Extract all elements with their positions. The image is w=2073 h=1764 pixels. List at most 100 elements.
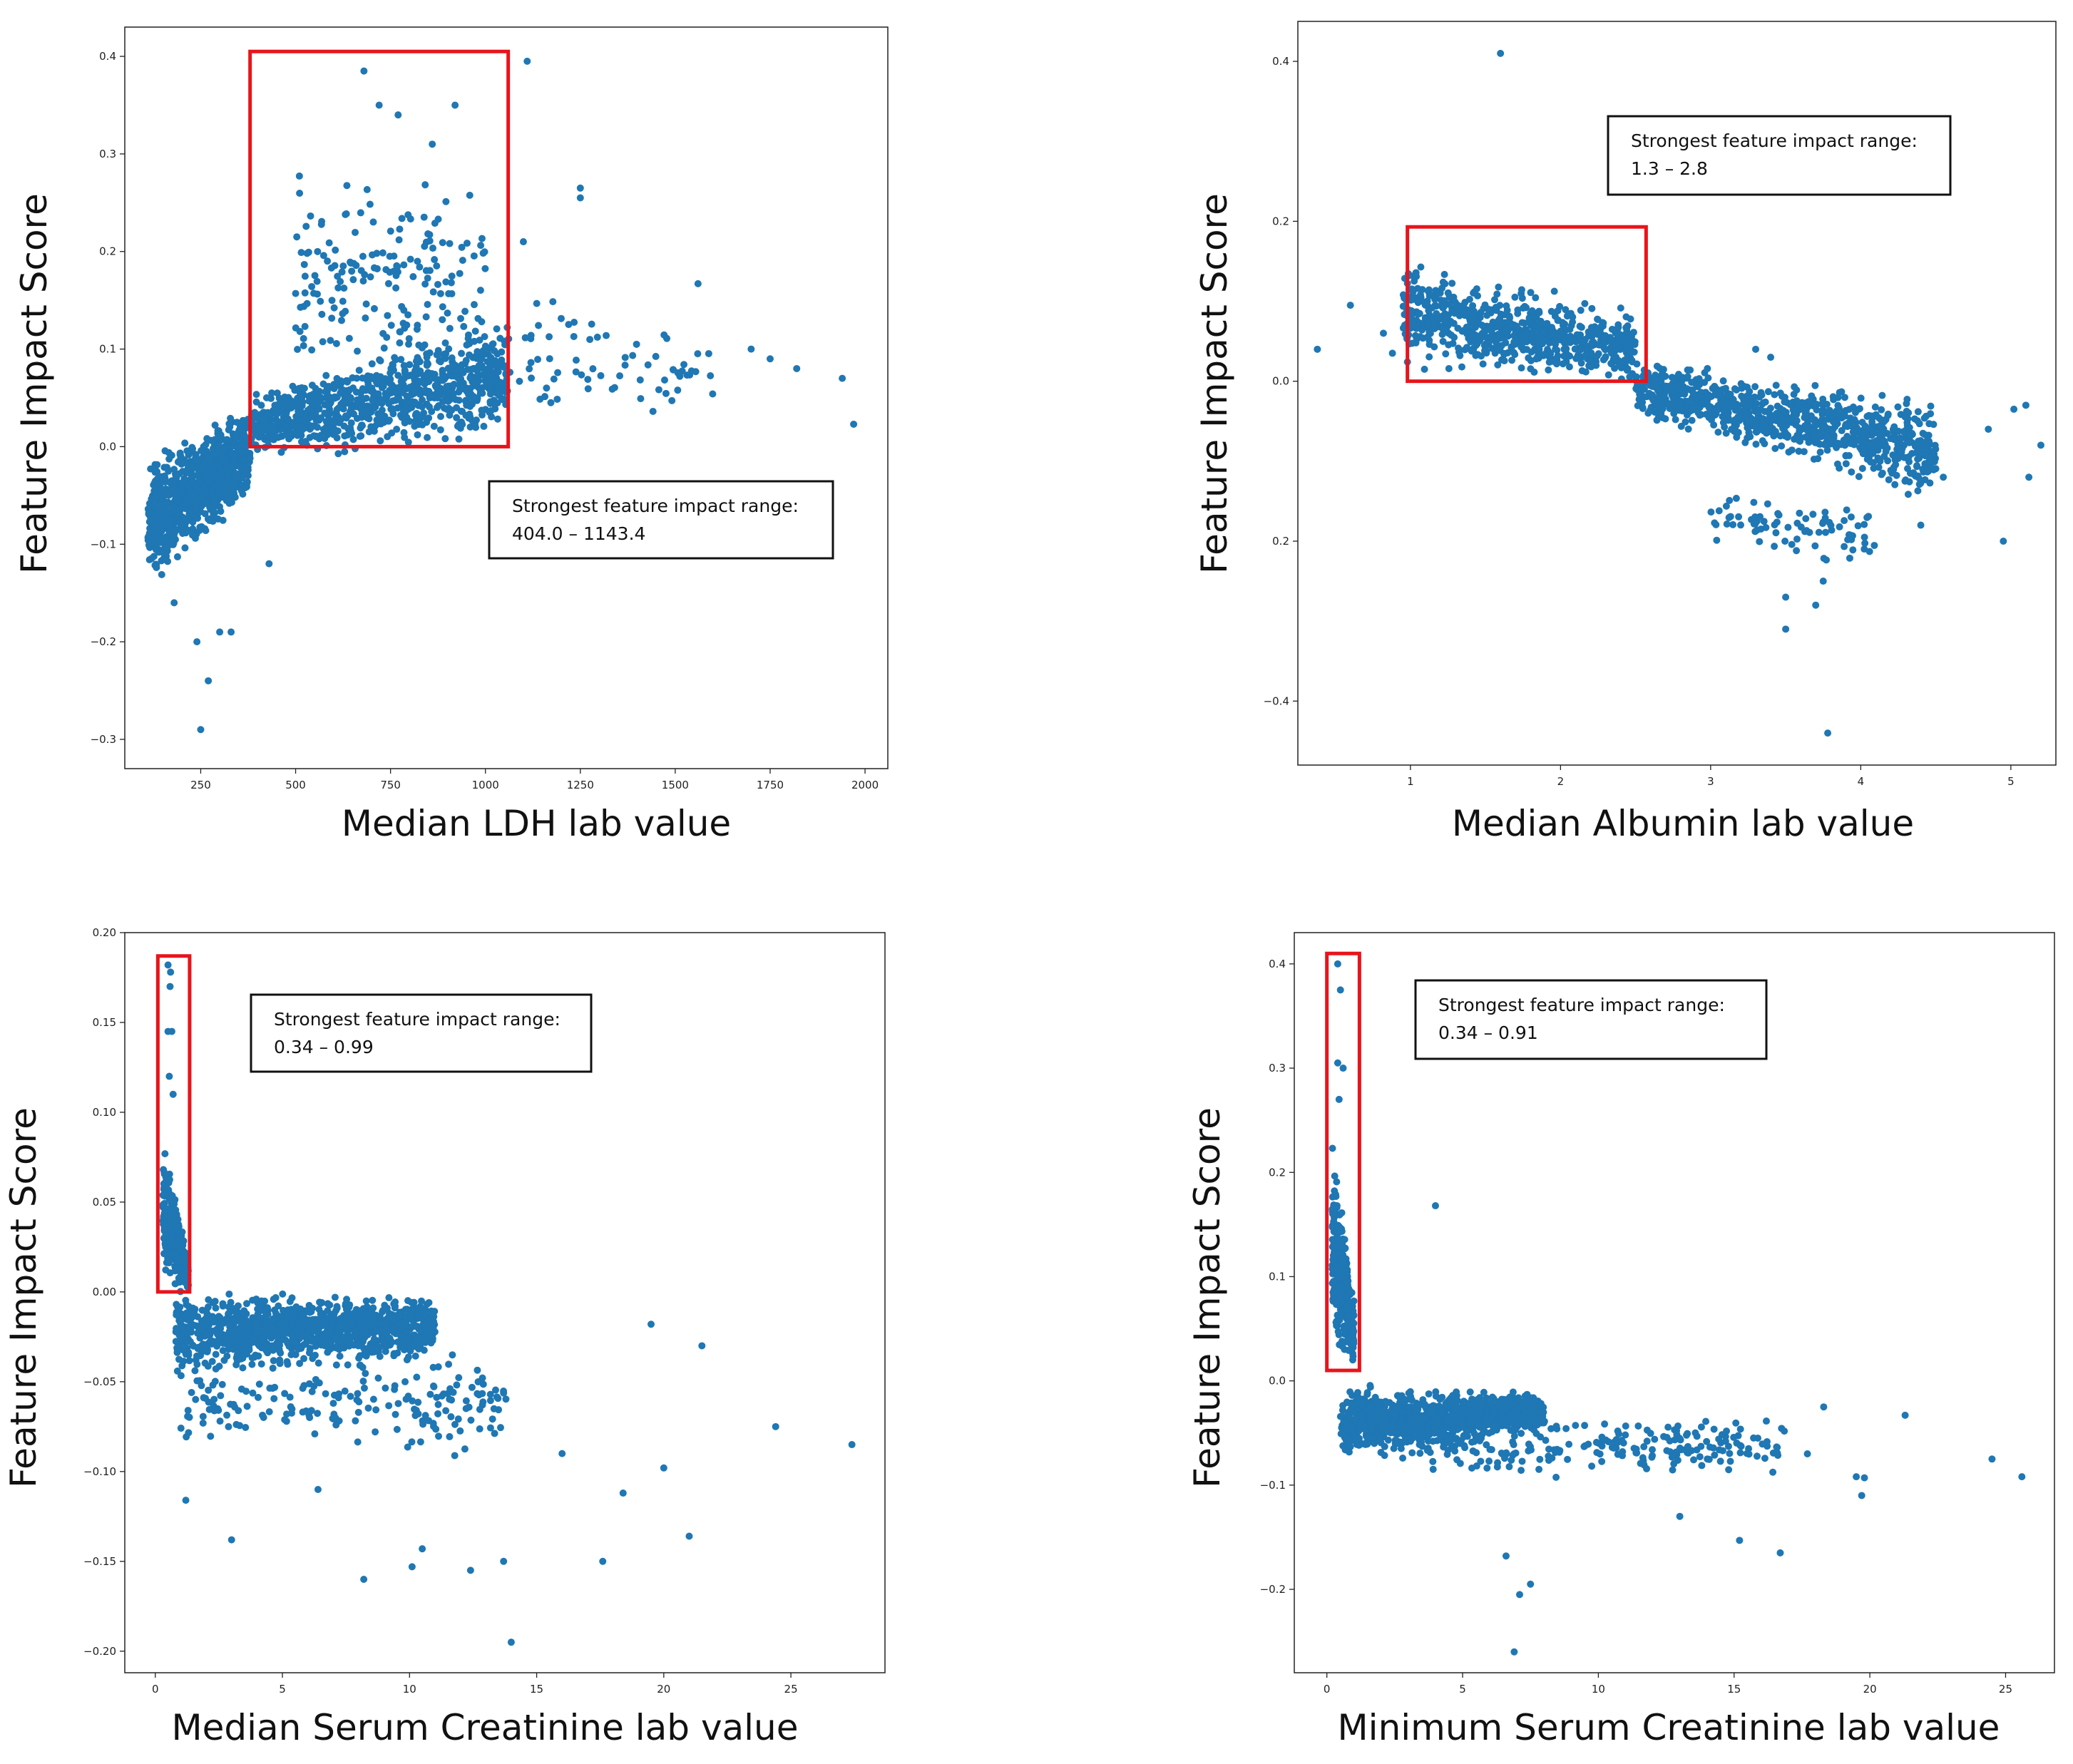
scatter-point [1869, 449, 1877, 457]
scatter-point [269, 1364, 277, 1372]
scatter-point [1929, 447, 1937, 455]
scatter-point [1871, 403, 1879, 411]
scatter-point [1572, 354, 1580, 362]
scatter-point [1739, 400, 1747, 408]
x-tick-label: 4 [1858, 775, 1865, 788]
scatter-point [534, 356, 542, 364]
x-tick-label: 1000 [472, 779, 499, 791]
scatter-point [404, 439, 412, 446]
scatter-point [160, 1185, 168, 1193]
scatter-point [683, 371, 691, 379]
scatter-point [272, 1294, 280, 1302]
scatter-point [177, 483, 185, 491]
x-tick-label: 5 [279, 1683, 286, 1696]
scatter-point [1561, 332, 1569, 340]
scatter-point [359, 252, 367, 260]
scatter-point [181, 544, 189, 552]
scatter-point [1860, 521, 1868, 528]
scatter-point [1748, 416, 1756, 424]
scatter-point [398, 414, 406, 421]
y-tick-label: −0.1 [91, 538, 116, 550]
y-tick-label: −0.4 [1264, 694, 1289, 707]
scatter-point [466, 374, 474, 382]
scatter-point [337, 416, 345, 424]
scatter-point [1850, 428, 1858, 436]
scatter-point [370, 264, 378, 272]
scatter-point [356, 432, 364, 440]
scatter-point [418, 344, 426, 352]
scatter-point [324, 424, 332, 432]
scatter-point [1809, 511, 1817, 518]
scatter-point [1790, 404, 1798, 412]
scatter-point [441, 375, 449, 383]
scatter-point [223, 482, 231, 490]
scatter-point [1726, 496, 1734, 504]
scatter-point [382, 1348, 389, 1355]
scatter-point [1781, 537, 1789, 545]
scatter-point [324, 257, 332, 265]
scatter-point [1784, 523, 1792, 531]
scatter-point [1774, 510, 1782, 518]
scatter-point [153, 563, 160, 571]
scatter-point [528, 374, 536, 382]
scatter-point [481, 333, 488, 341]
scatter-point [1433, 313, 1441, 321]
scatter-point [1674, 370, 1682, 378]
x-tick-label: 3 [1707, 775, 1714, 788]
plot-frame [124, 26, 889, 769]
scatter-point [1528, 307, 1536, 314]
scatter-point [1695, 393, 1703, 401]
scatter-point [1552, 360, 1560, 368]
scatter-point [452, 396, 460, 404]
scatter-point [1849, 546, 1857, 554]
scatter-point [570, 332, 578, 340]
scatter-point [670, 366, 677, 374]
scatter-point [314, 247, 322, 255]
scatter-point [268, 389, 276, 397]
scatter-point [486, 371, 493, 379]
scatter-point [1545, 366, 1552, 374]
scatter-point [180, 475, 188, 483]
scatter-point [1865, 548, 1873, 555]
scatter-point [416, 263, 424, 271]
scatter-point [396, 225, 404, 233]
scatter-point [446, 240, 454, 247]
scatter-point [1481, 346, 1489, 354]
scatter-point [1542, 349, 1550, 357]
scatter-point [1722, 399, 1730, 407]
scatter-point [150, 510, 158, 518]
scatter-point [1445, 364, 1453, 372]
scatter-point [1891, 481, 1899, 488]
scatter-point [474, 314, 482, 322]
scatter-point [554, 369, 562, 376]
scatter-point [660, 331, 668, 339]
scatter-point [1841, 543, 1848, 550]
scatter-point [1463, 344, 1471, 352]
scatter-point [1813, 401, 1821, 409]
scatter-point [1815, 528, 1823, 536]
scatter-point [460, 322, 468, 330]
scatter-point [1435, 322, 1443, 330]
y-axis-title: Feature Impact Score [1194, 193, 1235, 574]
scatter-point [457, 407, 465, 415]
scatter-point [332, 1361, 340, 1369]
scatter-point [1510, 332, 1518, 339]
scatter-point [1801, 528, 1809, 535]
scatter-point [1812, 601, 1820, 609]
scatter-point [159, 1191, 167, 1199]
scatter-point [275, 401, 282, 409]
scatter-point [1848, 535, 1856, 543]
scatter-point [550, 375, 558, 383]
scatter-point [279, 1290, 287, 1298]
scatter-point [370, 404, 378, 411]
scatter-point [1486, 333, 1494, 341]
scatter-point [477, 242, 485, 250]
scatter-point [302, 222, 310, 230]
scatter-point [1928, 453, 1935, 461]
scatter-point [1689, 406, 1696, 414]
scatter-point [336, 1353, 344, 1360]
scatter-point [1722, 502, 1730, 510]
scatter-point [1833, 410, 1841, 418]
scatter-point [391, 356, 399, 364]
